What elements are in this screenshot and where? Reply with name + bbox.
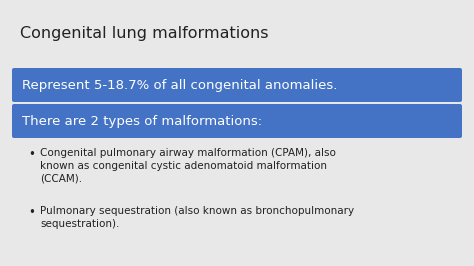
Text: Congenital lung malformations: Congenital lung malformations: [20, 26, 268, 41]
Text: There are 2 types of malformations:: There are 2 types of malformations:: [22, 114, 262, 127]
Text: Congenital pulmonary airway malformation (CPAM), also
known as congenital cystic: Congenital pulmonary airway malformation…: [40, 148, 336, 184]
Text: Pulmonary sequestration (also known as bronchopulmonary
sequestration).: Pulmonary sequestration (also known as b…: [40, 206, 354, 229]
Text: •: •: [28, 148, 35, 161]
Text: Represent 5-18.7% of all congenital anomalies.: Represent 5-18.7% of all congenital anom…: [22, 78, 337, 92]
Text: •: •: [28, 206, 35, 219]
FancyBboxPatch shape: [12, 104, 462, 138]
FancyBboxPatch shape: [12, 68, 462, 102]
